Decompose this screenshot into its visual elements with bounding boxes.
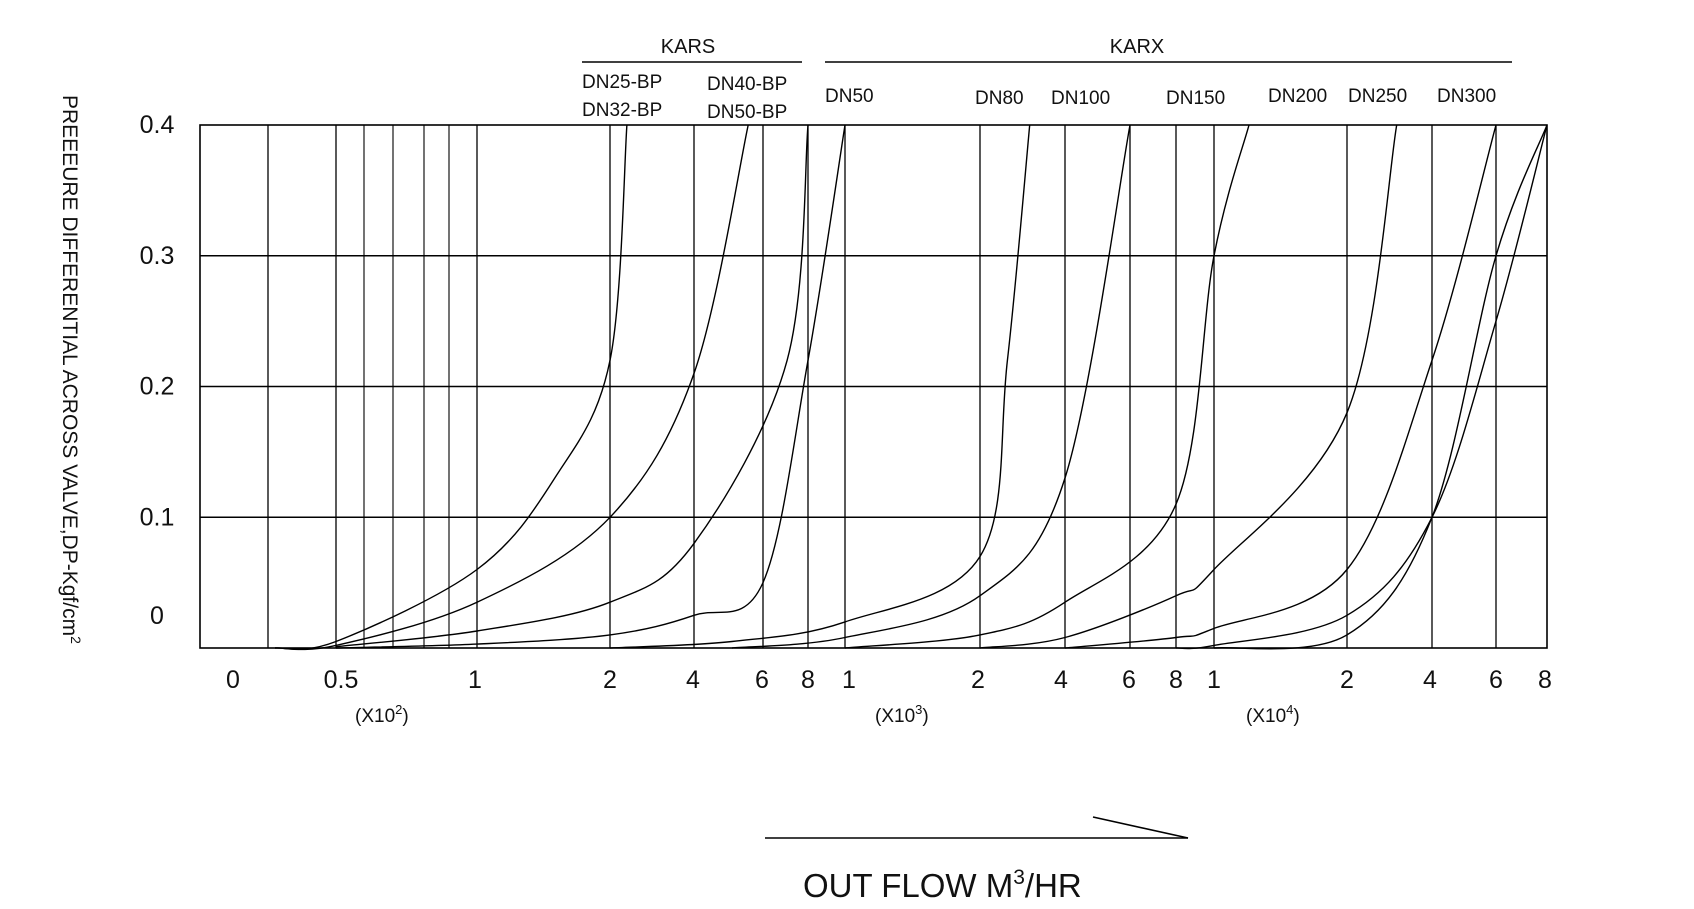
series-label-dn32-bp: DN32-BP <box>582 100 662 121</box>
series-label-dn200: DN200 <box>1268 86 1327 107</box>
y-tick-label: 0.2 <box>140 373 175 401</box>
x-tick-label: 8 <box>1538 666 1552 694</box>
series-curve-dn50 <box>609 124 1031 649</box>
x-axis-label: OUT FLOW M3/HR <box>803 866 1082 904</box>
x-tick-label: 8 <box>1169 666 1183 694</box>
x-tick-label: 1 <box>842 666 856 694</box>
y-tick-label: 0.4 <box>140 111 175 139</box>
series-label-dn100: DN100 <box>1051 88 1110 109</box>
x-tick-label: 4 <box>1423 666 1437 694</box>
x-tick-label: 6 <box>1489 666 1503 694</box>
series-curve-dn300 <box>1213 124 1548 650</box>
x-tick-label: 0 <box>226 666 240 694</box>
y-tick-label: 0 <box>150 602 164 630</box>
series-label-dn80: DN80 <box>975 88 1024 109</box>
series-curve-dn25-bp <box>275 124 628 650</box>
x-tick-label: 6 <box>755 666 769 694</box>
x-tick-label: 4 <box>1054 666 1068 694</box>
x-tick-label: 1 <box>468 666 482 694</box>
y-axis-label: PREEEURE DIFFERENTIAL ACROSS VALVE,DP-Kg… <box>58 95 84 644</box>
group-label: KARS <box>661 36 715 58</box>
series-curve-dn40-bp <box>335 124 809 648</box>
series-curve-dn80 <box>731 124 1131 649</box>
series-label-dn40-bp: DN40-BP <box>707 74 787 95</box>
series-label-dn250: DN250 <box>1348 86 1407 107</box>
series-label-dn25-bp: DN25-BP <box>582 72 662 93</box>
y-tick-label: 0.3 <box>140 242 175 270</box>
series-curve-dn32-bp <box>275 124 749 651</box>
x-tick-label: 4 <box>686 666 700 694</box>
x-multiplier-label: (X104) <box>1246 702 1300 727</box>
series-label-dn300: DN300 <box>1437 86 1496 107</box>
x-tick-label: 2 <box>971 666 985 694</box>
series-curve-dn100 <box>844 124 1250 649</box>
series-label-dn50-bp: DN50-BP <box>707 102 787 123</box>
y-tick-label: 0.1 <box>140 503 175 531</box>
x-tick-label: 8 <box>801 666 815 694</box>
series-label-dn150: DN150 <box>1166 88 1225 109</box>
series-label-dn50: DN50 <box>825 86 874 107</box>
x-tick-label: 6 <box>1122 666 1136 694</box>
x-multiplier-label: (X103) <box>875 702 929 727</box>
x-tick-label: 2 <box>603 666 617 694</box>
flow-arrow-head <box>1092 816 1189 839</box>
series-curve-dn250 <box>1175 124 1548 650</box>
series-curve-dn50-bp <box>335 124 846 649</box>
series-curve-dn150 <box>979 124 1398 649</box>
x-multiplier-label: (X102) <box>355 702 409 727</box>
series-curve-dn200 <box>1064 124 1497 649</box>
group-label: KARX <box>1110 36 1164 58</box>
x-tick-label: 1 <box>1207 666 1221 694</box>
x-tick-label: 0.5 <box>324 666 359 694</box>
x-tick-label: 2 <box>1340 666 1354 694</box>
